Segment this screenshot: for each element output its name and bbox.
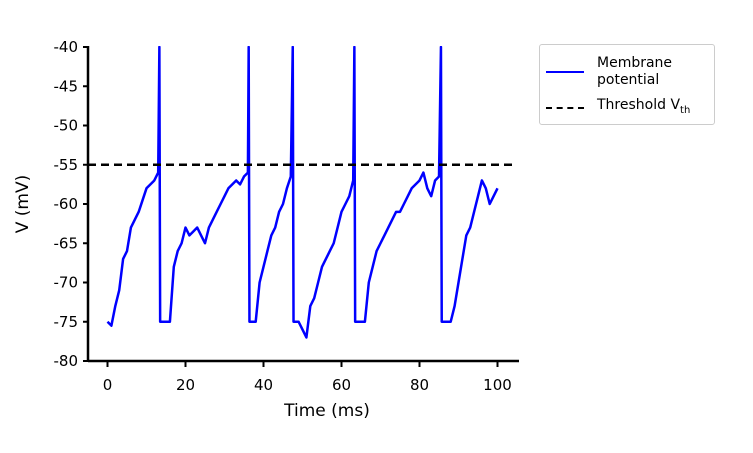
- legend-text: Threshold V: [597, 97, 681, 113]
- y-tick-label: -55: [54, 156, 79, 174]
- x-tick-label: 60: [332, 376, 351, 394]
- legend-subscript: th: [680, 104, 691, 116]
- legend-label: Membrane potential: [597, 55, 672, 89]
- y-tick-label: -60: [54, 195, 79, 213]
- y-tick-label: -70: [54, 274, 79, 292]
- legend-entry: Threshold Vth: [540, 97, 707, 119]
- legend-swatch: [546, 71, 584, 73]
- legend: Membrane potential Threshold Vth: [539, 44, 715, 125]
- y-tick-label: -50: [54, 117, 79, 135]
- legend-label: Threshold Vth: [597, 97, 707, 119]
- y-tick-label: -65: [54, 234, 79, 252]
- x-tick-label: 100: [483, 376, 512, 394]
- y-tick-label: -45: [54, 77, 79, 95]
- y-tick-label: -40: [54, 38, 79, 56]
- y-axis-label: V (mV): [13, 175, 33, 234]
- legend-text: Membrane potential: [597, 55, 673, 88]
- series-line: [106, 46, 499, 339]
- x-tick-label: 0: [103, 376, 113, 394]
- legend-swatch: [546, 106, 584, 109]
- x-axis-label: Time (ms): [283, 401, 370, 421]
- plot-area: [88, 46, 517, 339]
- legend-entry: Membrane potential: [540, 55, 672, 89]
- x-tick-label: 20: [176, 376, 195, 394]
- x-tick-label: 80: [410, 376, 429, 394]
- x-tick-label: 40: [254, 376, 273, 394]
- y-tick-label: -75: [54, 313, 79, 331]
- y-tick-label: -80: [54, 352, 79, 370]
